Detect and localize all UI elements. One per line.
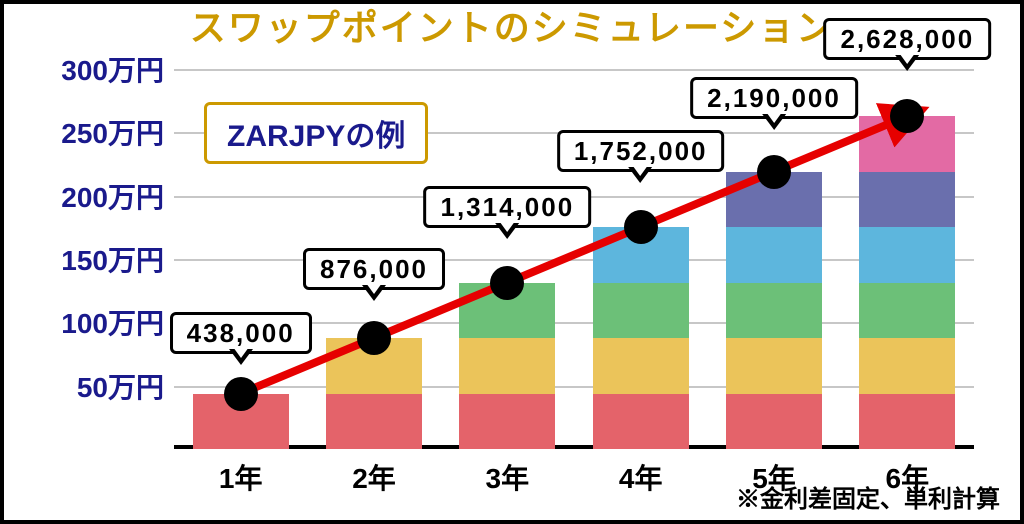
- x-tick-label: 2年: [352, 457, 396, 497]
- callout-tail: [495, 223, 519, 239]
- x-tick-label: 4年: [619, 457, 663, 497]
- callout-tail: [629, 167, 653, 183]
- callout-tail: [762, 114, 786, 130]
- callout-label: 1,314,000: [423, 186, 591, 228]
- callout-label: 1,752,000: [557, 130, 725, 172]
- callout-label: 876,000: [303, 248, 445, 290]
- chart-frame: スワップポイントのシミュレーション スワップポイントのシミュレーション ZARJ…: [0, 0, 1024, 524]
- y-tick-label: 250万円: [61, 112, 164, 152]
- value-callout: 876,000: [303, 248, 445, 290]
- x-tick-label: 3年: [486, 457, 530, 497]
- y-tick-label: 50万円: [77, 366, 164, 406]
- footnote: ※金利差固定、単利計算: [736, 479, 1000, 514]
- y-tick-label: 200万円: [61, 176, 164, 216]
- y-tick-label: 300万円: [61, 49, 164, 89]
- callout-tail: [895, 55, 919, 71]
- y-tick-label: 150万円: [61, 239, 164, 279]
- data-point-dot: [624, 210, 658, 244]
- data-point-dot: [224, 377, 258, 411]
- value-callout: 2,628,000: [823, 18, 991, 60]
- data-point-dot: [757, 155, 791, 189]
- value-callout: 1,314,000: [423, 186, 591, 228]
- callout-label: 438,000: [170, 312, 312, 354]
- callout-label: 2,190,000: [690, 77, 858, 119]
- data-point-dot: [890, 99, 924, 133]
- value-callout: 438,000: [170, 312, 312, 354]
- value-callout: 1,752,000: [557, 130, 725, 172]
- callout-tail: [362, 285, 386, 301]
- data-point-dot: [357, 321, 391, 355]
- data-point-dot: [490, 266, 524, 300]
- x-tick-label: 1年: [219, 457, 263, 497]
- y-tick-label: 100万円: [61, 302, 164, 342]
- callout-label: 2,628,000: [823, 18, 991, 60]
- callout-tail: [229, 349, 253, 365]
- value-callout: 2,190,000: [690, 77, 858, 119]
- subtitle-badge: ZARJPYの例: [204, 102, 428, 164]
